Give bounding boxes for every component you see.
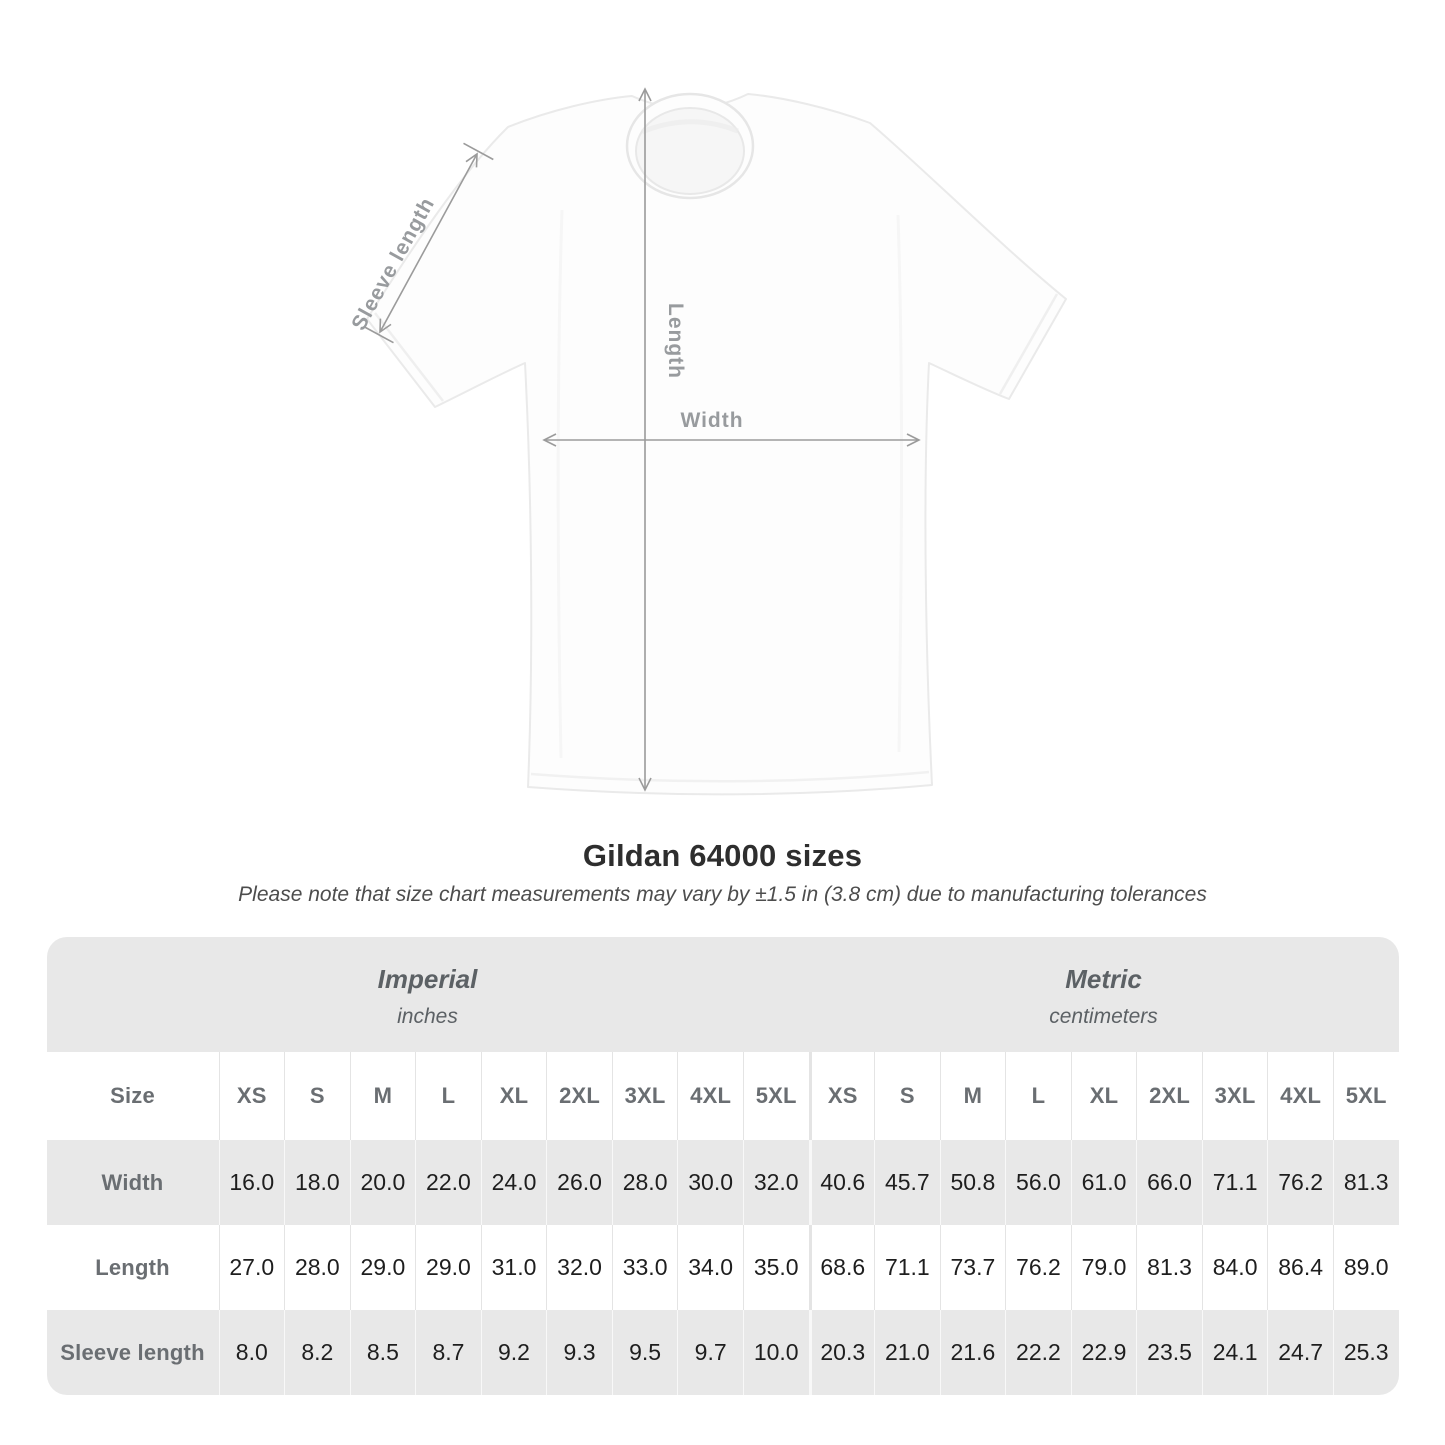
value-cell-metric: 66.0	[1136, 1140, 1202, 1225]
value-cell-imperial: 24.0	[480, 1140, 547, 1225]
size-header-metric-s: S	[874, 1052, 940, 1140]
value-cell-metric: 68.6	[808, 1225, 875, 1310]
row-label: Length	[46, 1225, 219, 1310]
imperial-title: Imperial	[377, 964, 478, 994]
value-cell-metric: 21.0	[874, 1310, 940, 1395]
value-cell-metric: 84.0	[1201, 1225, 1268, 1310]
value-cell-imperial: 28.0	[611, 1140, 678, 1225]
imperial-subtitle: inches	[397, 1005, 458, 1028]
size-header-metric-3xl: 3XL	[1201, 1052, 1268, 1140]
value-cell-imperial: 8.2	[284, 1310, 350, 1395]
size-header-metric-xs: XS	[808, 1052, 875, 1140]
size-header-imperial-l: L	[415, 1052, 481, 1140]
value-cell-metric: 22.9	[1070, 1310, 1137, 1395]
length-label: Length	[664, 303, 687, 379]
size-header-imperial-xl: XL	[480, 1052, 547, 1140]
value-cell-metric: 76.2	[1267, 1140, 1333, 1225]
size-header-imperial-xs: XS	[218, 1052, 285, 1140]
metric-title: Metric	[1065, 964, 1142, 994]
value-cell-imperial: 22.0	[415, 1140, 481, 1225]
value-cell-imperial: 28.0	[284, 1225, 350, 1310]
tshirt-figure: Sleeve length Length Width	[347, 87, 1067, 796]
value-cell-metric: 76.2	[1005, 1225, 1071, 1310]
size-header-metric-l: L	[1005, 1052, 1071, 1140]
size-header-imperial-s: S	[284, 1052, 350, 1140]
size-header-imperial-m: M	[349, 1052, 416, 1140]
value-cell-metric: 45.7	[874, 1140, 940, 1225]
value-cell-imperial: 31.0	[480, 1225, 547, 1310]
size-header-metric-xl: XL	[1070, 1052, 1137, 1140]
value-cell-imperial: 30.0	[677, 1140, 743, 1225]
size-header-imperial-4xl: 4XL	[677, 1052, 743, 1140]
size-header-imperial-5xl: 5XL	[742, 1052, 809, 1140]
value-cell-metric: 24.1	[1201, 1310, 1268, 1395]
page-title: Gildan 64000 sizes	[582, 838, 863, 873]
size-table-grid: Size XS S M L XL 2XL 3XL 4XL 5XL XS S M L XL 2XL 3XL 4XL 5…	[46, 1052, 1399, 1395]
value-cell-metric: 20.3	[808, 1310, 875, 1395]
value-cell-metric: 21.6	[939, 1310, 1006, 1395]
value-cell-metric: 50.8	[939, 1140, 1006, 1225]
width-label: Width	[680, 409, 743, 432]
metric-header: Metric centimeters	[809, 937, 1399, 1052]
value-cell-metric: 56.0	[1005, 1140, 1071, 1225]
value-cell-imperial: 33.0	[611, 1225, 678, 1310]
size-chart-page: Sleeve length Length Width Gildan 64000 …	[46, 87, 1399, 1395]
value-cell-imperial: 34.0	[677, 1225, 743, 1310]
tshirt-graphic	[366, 92, 1067, 796]
value-cell-metric: 81.3	[1332, 1140, 1399, 1225]
width-dimension: Width	[542, 409, 921, 447]
value-cell-imperial: 20.0	[349, 1140, 416, 1225]
value-cell-metric: 89.0	[1332, 1225, 1399, 1310]
value-cell-metric: 81.3	[1136, 1225, 1202, 1310]
tolerance-note: Please note that size chart measurements…	[238, 883, 1207, 906]
value-cell-imperial: 8.5	[349, 1310, 416, 1395]
value-cell-imperial: 9.2	[480, 1310, 547, 1395]
value-cell-imperial: 29.0	[349, 1225, 416, 1310]
row-label: Width	[46, 1140, 219, 1225]
value-cell-metric: 79.0	[1070, 1225, 1137, 1310]
value-cell-metric: 40.6	[808, 1140, 875, 1225]
value-cell-metric: 86.4	[1267, 1225, 1333, 1310]
value-cell-metric: 22.2	[1005, 1310, 1071, 1395]
value-cell-imperial: 27.0	[218, 1225, 285, 1310]
value-cell-imperial: 29.0	[415, 1225, 481, 1310]
size-column-header: Size	[46, 1052, 219, 1140]
value-cell-imperial: 32.0	[742, 1140, 809, 1225]
size-header-metric-4xl: 4XL	[1267, 1052, 1333, 1140]
size-table: Imperial inches Metric centimeters Size X…	[46, 937, 1399, 1395]
size-header-metric-2xl: 2XL	[1136, 1052, 1202, 1140]
metric-subtitle: centimeters	[1049, 1005, 1158, 1028]
imperial-header: Imperial inches	[47, 937, 809, 1052]
size-header-imperial-3xl: 3XL	[611, 1052, 678, 1140]
size-header-metric-5xl: 5XL	[1332, 1052, 1399, 1140]
value-cell-metric: 71.1	[1201, 1140, 1268, 1225]
value-cell-imperial: 8.0	[218, 1310, 285, 1395]
unit-band: Imperial inches Metric centimeters	[46, 937, 1399, 1052]
value-cell-imperial: 9.7	[677, 1310, 743, 1395]
value-cell-imperial: 26.0	[546, 1140, 612, 1225]
value-cell-metric: 24.7	[1267, 1310, 1333, 1395]
value-cell-imperial: 10.0	[742, 1310, 809, 1395]
value-cell-imperial: 16.0	[218, 1140, 285, 1225]
size-header-metric-m: M	[939, 1052, 1006, 1140]
value-cell-metric: 73.7	[939, 1225, 1006, 1310]
value-cell-imperial: 32.0	[546, 1225, 612, 1310]
row-label: Sleeve length	[46, 1310, 219, 1395]
value-cell-imperial: 9.5	[611, 1310, 678, 1395]
value-cell-metric: 25.3	[1332, 1310, 1399, 1395]
value-cell-metric: 71.1	[874, 1225, 940, 1310]
size-header-imperial-2xl: 2XL	[546, 1052, 612, 1140]
value-cell-imperial: 9.3	[546, 1310, 612, 1395]
value-cell-metric: 23.5	[1136, 1310, 1202, 1395]
tshirt-measurement-diagram: Sleeve length Length Width	[347, 87, 1067, 796]
value-cell-imperial: 8.7	[415, 1310, 481, 1395]
value-cell-imperial: 18.0	[284, 1140, 350, 1225]
value-cell-metric: 61.0	[1070, 1140, 1137, 1225]
value-cell-imperial: 35.0	[742, 1225, 809, 1310]
